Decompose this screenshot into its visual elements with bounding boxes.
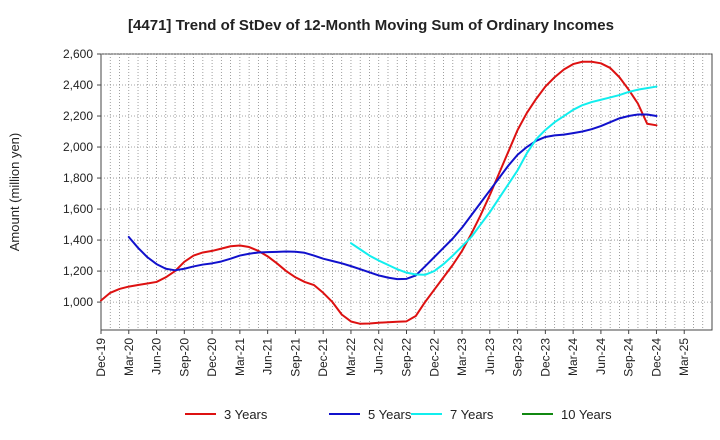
y-axis: 1,000 1,200 1,400 1,600 1,800 2,000 2,200 2,400…	[63, 47, 101, 309]
y-tick-label: 1,400	[63, 233, 93, 247]
x-tick-label: Sep-24	[622, 338, 636, 377]
y-tick-label: 1,600	[63, 202, 93, 216]
x-axis: Dec-19 Mar-20 Jun-20 Sep-20 Dec-20 Mar-21 Jun-…	[94, 330, 691, 377]
series-layer	[100, 60, 658, 325]
x-tick-label: Sep-20	[177, 338, 191, 377]
legend-label-5-years: 5 Years	[368, 407, 412, 422]
legend-label-10-years: 10 Years	[561, 407, 612, 422]
y-axis-label: Amount (million yen)	[7, 133, 22, 252]
y-tick-label: 2,200	[63, 109, 93, 123]
x-tick-label: Dec-19	[94, 338, 108, 377]
x-tick-label: Dec-20	[205, 338, 219, 377]
y-tick-label: 2,000	[63, 140, 93, 154]
x-tick-label: Mar-24	[566, 338, 580, 376]
legend-label-7-years: 7 Years	[450, 407, 494, 422]
x-tick-label: Jun-22	[372, 338, 386, 375]
x-tick-label: Sep-21	[288, 338, 302, 377]
series-line-7-years	[349, 85, 658, 276]
x-tick-label: Sep-22	[400, 338, 414, 377]
x-tick-label: Jun-23	[483, 338, 497, 375]
x-tick-label: Mar-21	[233, 338, 247, 376]
x-tick-label: Mar-22	[344, 338, 358, 376]
x-tick-label: Mar-25	[677, 338, 691, 376]
y-tick-label: 2,600	[63, 47, 93, 61]
series-line-5-years	[127, 113, 658, 281]
x-tick-label: Jun-20	[150, 338, 164, 375]
x-tick-label: Mar-23	[455, 338, 469, 376]
x-tick-label: Jun-21	[261, 338, 275, 375]
y-tick-label: 1,200	[63, 264, 93, 278]
x-tick-label: Dec-21	[316, 338, 330, 377]
x-tick-label: Jun-24	[594, 338, 608, 375]
x-tick-label: Dec-23	[538, 338, 552, 377]
legend: 3 Years 5 Years 7 Years 10 Years	[185, 407, 612, 422]
x-tick-label: Sep-23	[511, 338, 525, 377]
grid	[101, 53, 712, 330]
y-tick-label: 1,800	[63, 171, 93, 185]
y-tick-label: 2,400	[63, 78, 93, 92]
y-tick-label: 1,000	[63, 295, 93, 309]
x-tick-label: Mar-20	[122, 338, 136, 376]
series-line-3-years	[100, 60, 658, 325]
x-tick-label: Dec-24	[649, 338, 663, 377]
legend-label-3-years: 3 Years	[224, 407, 268, 422]
x-tick-label: Dec-22	[427, 338, 441, 377]
chart-title: [4471] Trend of StDev of 12-Month Moving…	[128, 17, 614, 34]
